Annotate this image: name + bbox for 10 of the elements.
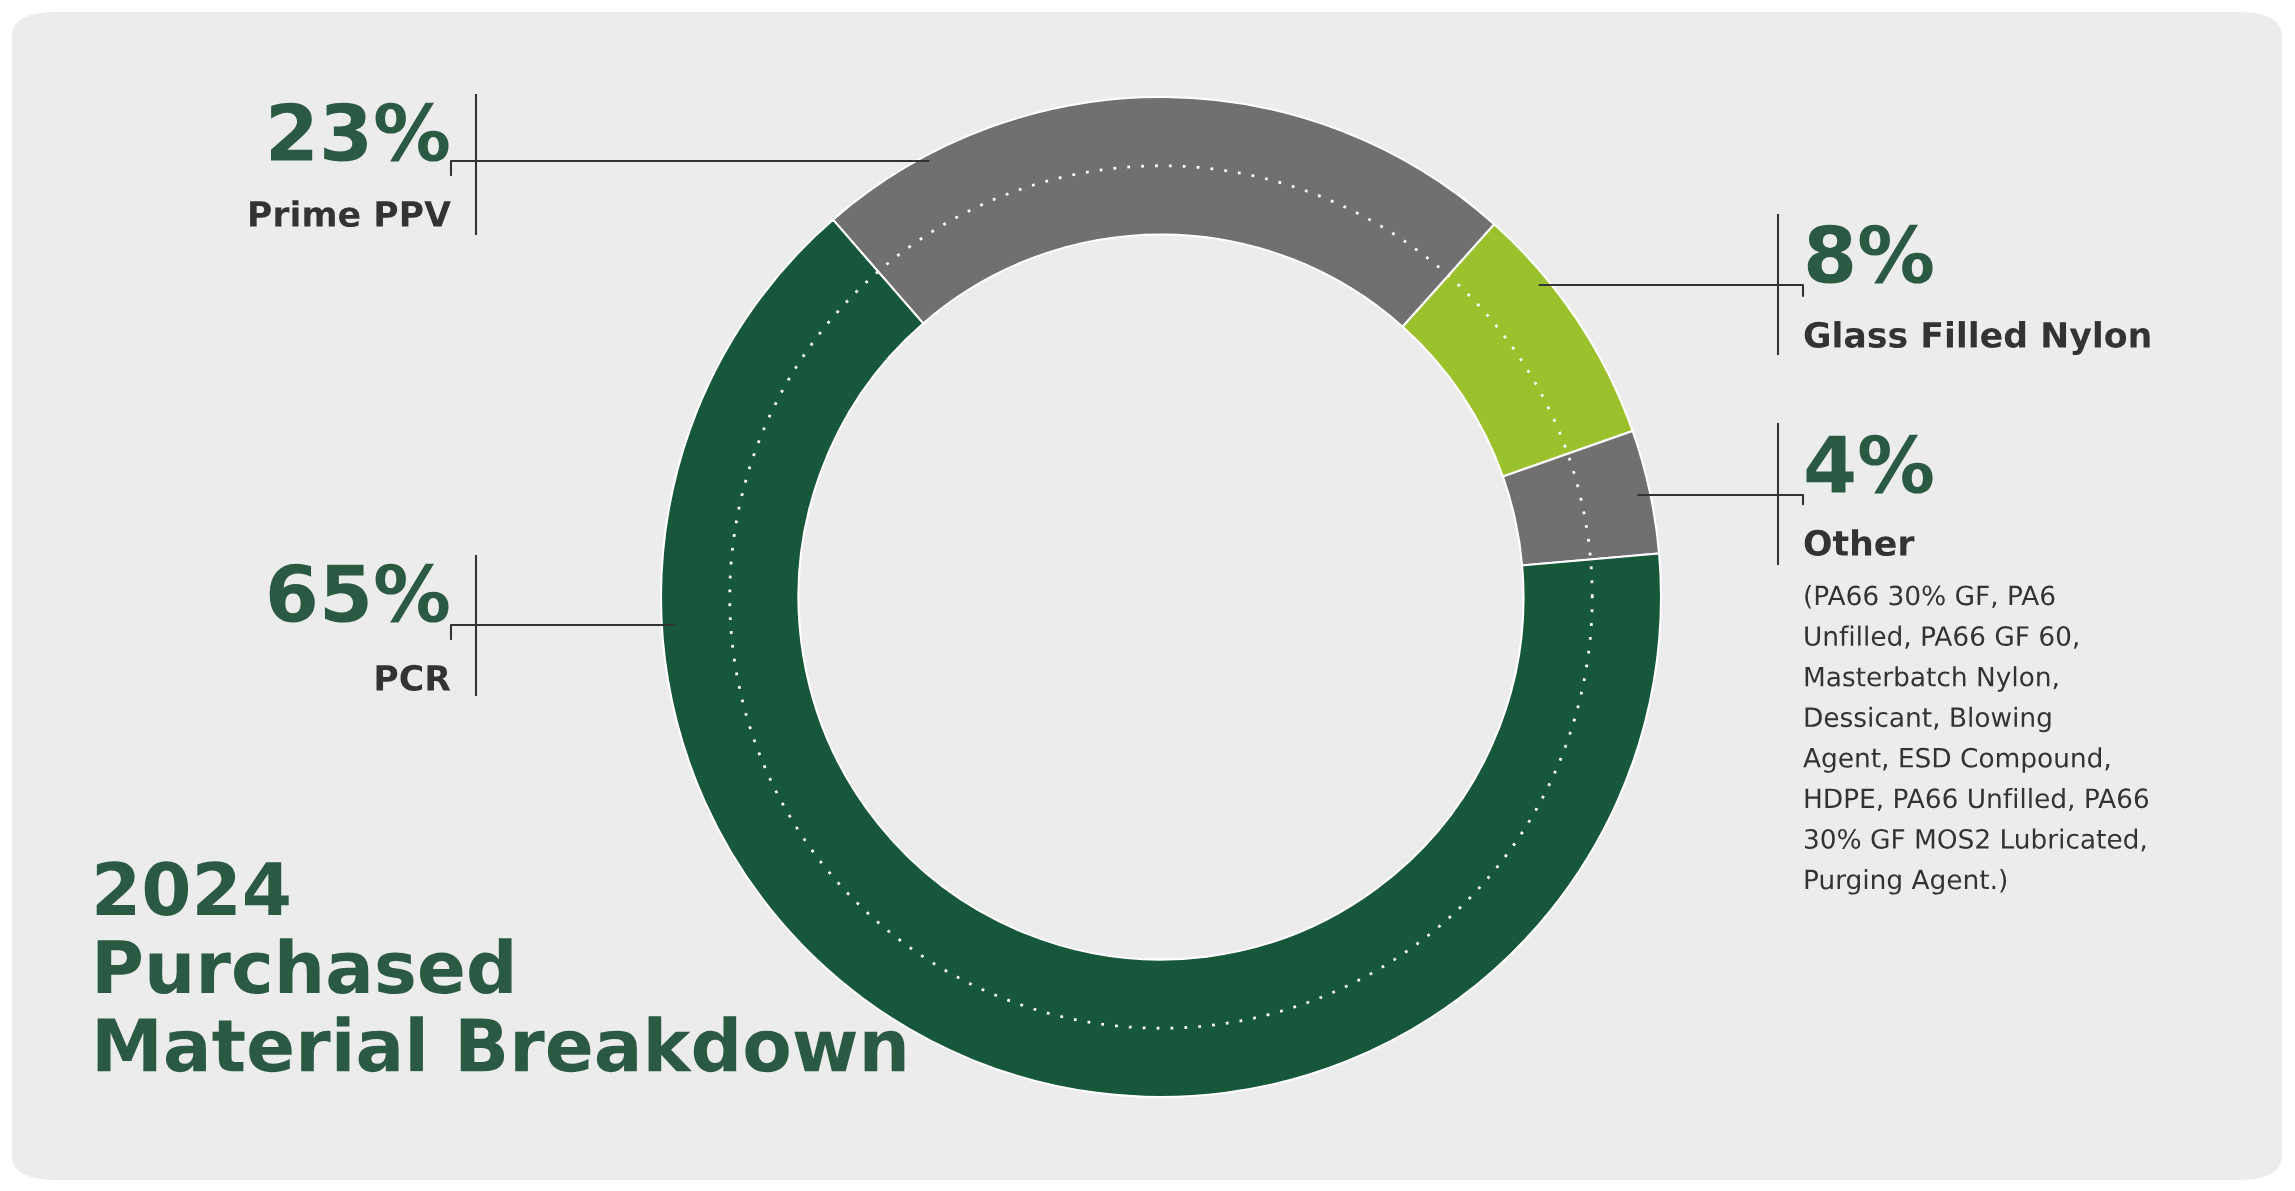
data-label: 8% bbox=[1807, 224, 1933, 284]
slice-label: Prime PPV bbox=[250, 200, 451, 228]
text: 2024 Purchased Material Breakdown bbox=[96, 861, 905, 1073]
slice-label: Other bbox=[1804, 529, 1915, 557]
slice-label: Glass Filled Nylon bbox=[1804, 321, 2150, 355]
data-label: 23% bbox=[270, 102, 449, 162]
slice-label: PCR bbox=[376, 664, 451, 692]
data-label: 4% bbox=[1806, 434, 1933, 494]
data-label: 65% bbox=[269, 563, 449, 623]
text: (PA66 30% GF, PA6 Unfilled, PA66 GF 60, Masterbatch Nylon, Dessicant, Blowing Agent, ESD Compound, HDPE, PA66 Unfilled, PA66 30% GF MOS2 Lubricated, Purging Agent.) bbox=[1803, 585, 2149, 895]
